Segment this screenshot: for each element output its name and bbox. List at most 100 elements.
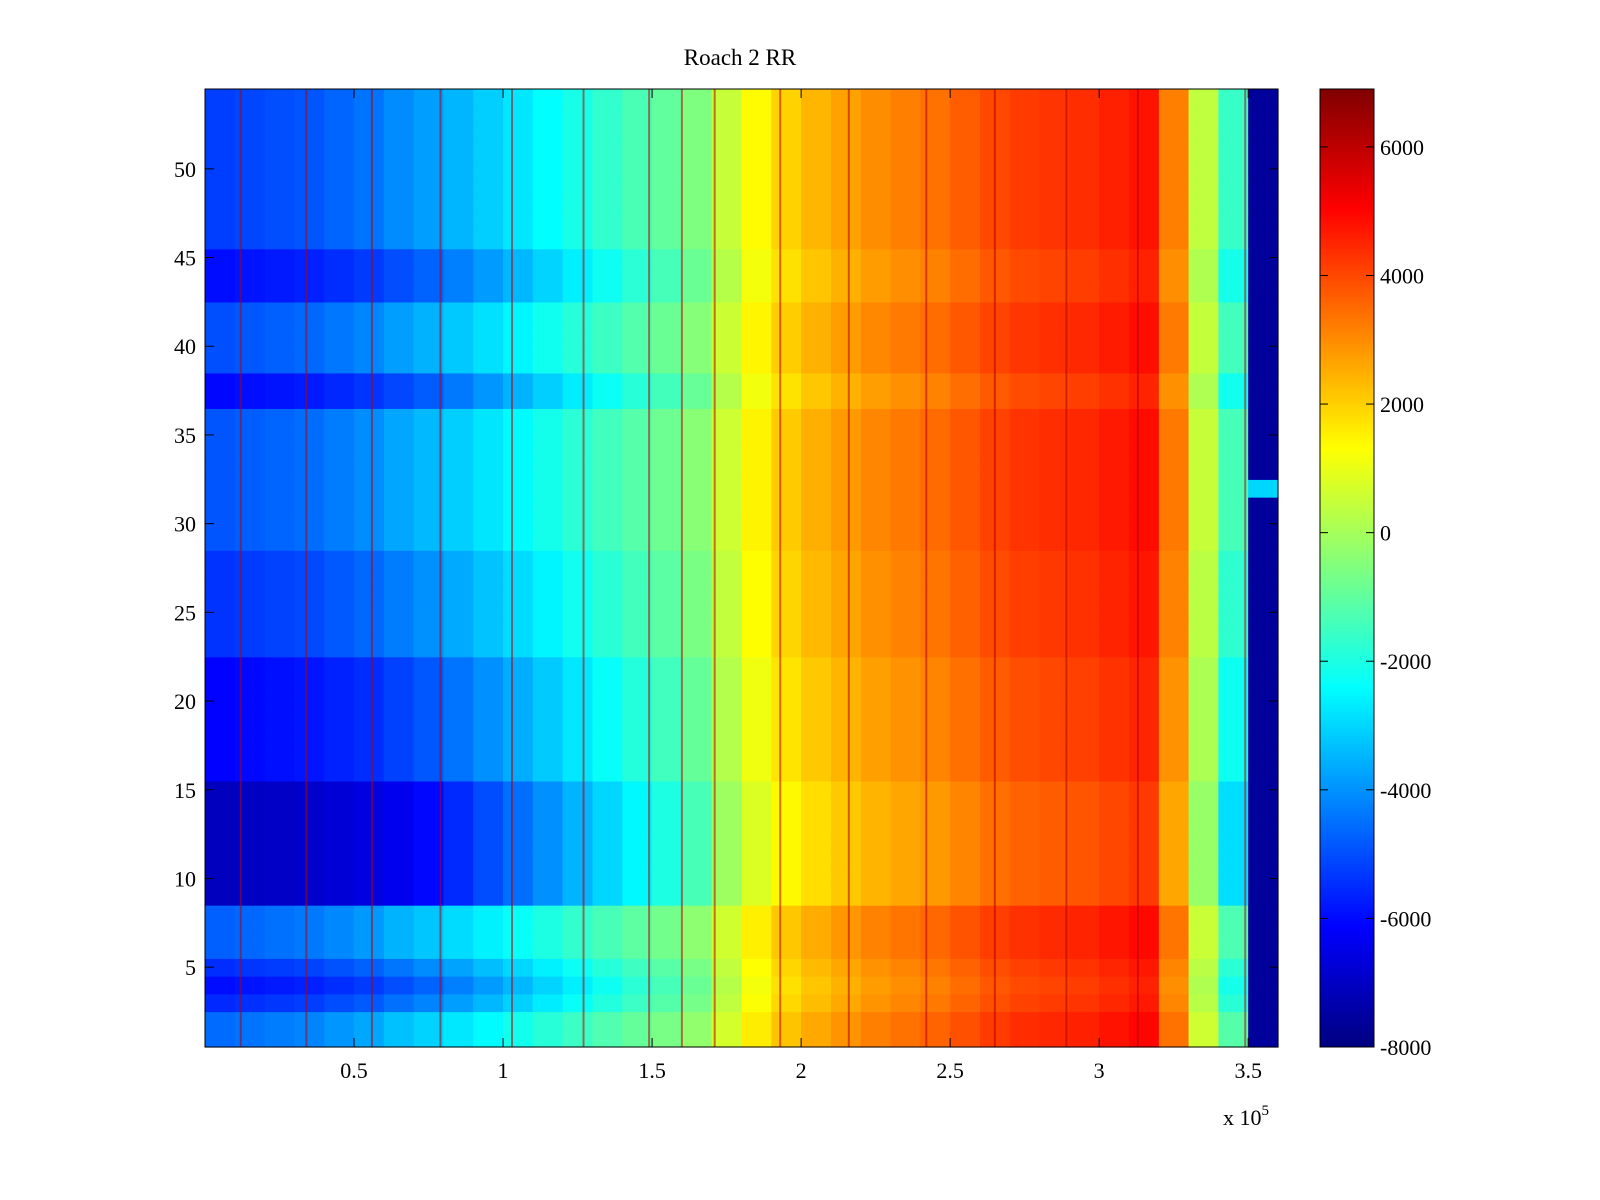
heatmap-cell <box>920 692 951 711</box>
heatmap-cell <box>622 230 653 250</box>
heatmap-cell <box>830 159 862 179</box>
heatmap-cell <box>592 443 623 463</box>
heatmap-cell <box>920 550 951 569</box>
heatmap-cell <box>532 656 564 676</box>
heatmap-cell <box>622 603 653 622</box>
heatmap-cell <box>890 213 921 232</box>
heatmap-cell <box>711 958 743 977</box>
heatmap-cell <box>1099 213 1130 232</box>
heatmap-cell <box>562 1011 594 1030</box>
heatmap-cell <box>1218 479 1249 498</box>
heatmap-cell <box>324 568 355 587</box>
heatmap-cell <box>711 763 743 782</box>
heatmap-cell <box>1128 142 1160 161</box>
heatmap-cell <box>801 213 832 232</box>
heatmap-cell <box>413 585 445 605</box>
heatmap-cell <box>532 124 564 143</box>
heatmap-cell <box>1009 372 1041 392</box>
heatmap-cell <box>234 798 266 817</box>
heatmap-cell <box>264 798 296 817</box>
heatmap-cell <box>234 195 266 214</box>
heatmap-cell <box>1188 905 1219 924</box>
heatmap-cell <box>562 177 594 197</box>
heatmap-cell <box>354 213 385 232</box>
heatmap-cell <box>383 816 415 835</box>
heatmap-cell <box>1248 887 1279 906</box>
heatmap-cell <box>473 177 504 197</box>
heatmap-cell <box>383 585 415 605</box>
heatmap-cell <box>1009 89 1041 108</box>
heatmap-cell <box>860 993 892 1013</box>
heatmap-cell <box>830 443 862 463</box>
heatmap-cell <box>741 266 772 285</box>
heatmap-cell <box>652 816 683 835</box>
heatmap-cell <box>860 213 892 232</box>
heatmap-cell <box>383 372 415 392</box>
heatmap-cell <box>354 319 385 338</box>
heatmap-cell <box>1158 692 1190 711</box>
heatmap-cell <box>771 1029 802 1048</box>
heatmap-cell <box>622 745 653 764</box>
heatmap-cell <box>1248 514 1279 534</box>
heatmap-cell <box>294 426 325 445</box>
heatmap-cell <box>771 355 802 374</box>
heatmap-cell <box>503 514 534 534</box>
heatmap-cell <box>920 426 951 445</box>
heatmap-cell <box>1248 727 1279 747</box>
heatmap-cell <box>1069 159 1100 179</box>
heatmap-cell <box>1009 851 1041 871</box>
heatmap-cell <box>1099 124 1130 143</box>
heatmap-cell <box>920 355 951 374</box>
heatmap-cell <box>1128 159 1160 179</box>
heatmap-cell <box>383 195 415 214</box>
heatmap-cell <box>950 798 981 817</box>
heatmap-cell <box>1009 426 1041 445</box>
heatmap-cell <box>1069 355 1100 374</box>
heatmap-cell <box>234 887 266 906</box>
heatmap-cell <box>443 301 474 321</box>
heatmap-cell <box>1188 426 1219 445</box>
heatmap-cell <box>622 709 653 729</box>
heatmap-cell <box>503 674 534 693</box>
heatmap-cell <box>1158 1029 1190 1048</box>
heatmap-cell <box>1069 780 1100 800</box>
heatmap-cell <box>354 905 385 924</box>
heatmap-cell <box>264 443 296 463</box>
heatmap-cell <box>741 940 772 959</box>
heatmap-cell <box>830 692 862 711</box>
heatmap-cell <box>234 922 266 942</box>
heatmap-cell <box>443 638 474 658</box>
heatmap-cell <box>741 638 772 658</box>
heatmap-cell <box>1158 301 1190 321</box>
heatmap-cell <box>950 248 981 268</box>
heatmap-cell <box>890 621 921 640</box>
heatmap-cell <box>860 816 892 835</box>
heatmap-cell <box>950 763 981 782</box>
heatmap-cell <box>1128 709 1160 729</box>
heatmap-cell <box>503 213 534 232</box>
heatmap-cell <box>920 230 951 250</box>
heatmap-cell <box>443 976 474 995</box>
heatmap-cell <box>443 1029 474 1048</box>
heatmap-cell <box>801 674 832 693</box>
heatmap-cell <box>622 390 653 409</box>
heatmap-cell <box>294 408 325 427</box>
heatmap-cell <box>234 532 266 551</box>
heatmap-cell <box>1009 550 1041 569</box>
heatmap-cell <box>383 355 415 374</box>
heatmap-cell <box>443 284 474 303</box>
heatmap-cell <box>413 727 445 747</box>
heatmap-cell <box>652 763 683 782</box>
heatmap-cell <box>1069 1029 1100 1048</box>
heatmap-cell <box>920 976 951 995</box>
heatmap-cell <box>1158 780 1190 800</box>
heatmap-cell <box>950 1029 981 1048</box>
heatmap-cell <box>532 284 564 303</box>
heatmap-cell <box>413 461 445 480</box>
heatmap-cell <box>622 301 653 321</box>
heatmap-cell <box>1128 780 1160 800</box>
heatmap-cell <box>652 905 683 924</box>
heatmap-cell <box>1128 230 1160 250</box>
heatmap-cell <box>532 514 564 534</box>
heatmap-cell <box>920 124 951 143</box>
